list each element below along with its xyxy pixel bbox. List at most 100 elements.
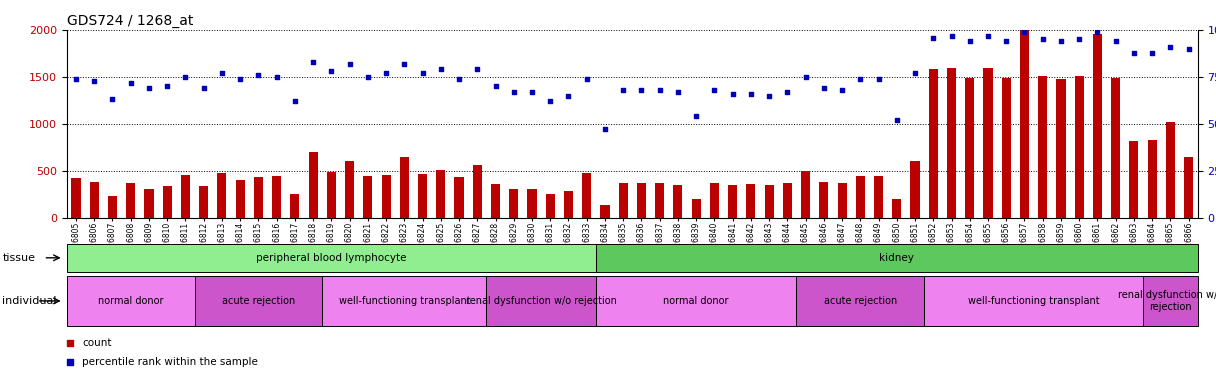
Bar bbox=[327, 172, 336, 217]
Point bbox=[576, 76, 596, 82]
Bar bbox=[911, 161, 919, 218]
Text: well-functioning transplant: well-functioning transplant bbox=[338, 296, 471, 306]
Bar bbox=[126, 183, 135, 218]
Bar bbox=[747, 184, 755, 218]
Point bbox=[523, 89, 542, 95]
Bar bbox=[564, 191, 573, 217]
Point bbox=[195, 85, 214, 91]
Point bbox=[851, 76, 871, 82]
Point bbox=[1143, 50, 1162, 55]
Bar bbox=[236, 180, 244, 218]
Bar bbox=[984, 68, 992, 218]
Point bbox=[632, 87, 652, 93]
Point bbox=[596, 126, 614, 132]
Bar bbox=[546, 194, 554, 217]
Bar bbox=[1130, 141, 1138, 218]
Bar bbox=[218, 173, 226, 217]
Point bbox=[649, 87, 669, 93]
Bar bbox=[728, 185, 737, 218]
Bar bbox=[1075, 76, 1083, 217]
Text: kidney: kidney bbox=[879, 253, 914, 263]
Bar bbox=[67, 244, 596, 272]
Bar bbox=[486, 276, 596, 326]
Bar bbox=[510, 189, 518, 217]
Point bbox=[1070, 36, 1090, 42]
Point bbox=[432, 66, 451, 72]
Bar bbox=[1184, 157, 1193, 218]
Bar bbox=[418, 174, 427, 217]
Bar bbox=[309, 152, 317, 217]
Point bbox=[1051, 38, 1070, 44]
Point bbox=[1087, 29, 1107, 35]
Text: acute rejection: acute rejection bbox=[823, 296, 897, 306]
Text: percentile rank within the sample: percentile rank within the sample bbox=[81, 357, 258, 367]
Point bbox=[742, 91, 761, 97]
Bar bbox=[1111, 78, 1120, 218]
Bar bbox=[619, 183, 627, 218]
Bar bbox=[400, 157, 409, 218]
Bar bbox=[655, 183, 664, 218]
Point bbox=[377, 70, 396, 76]
Bar bbox=[1057, 79, 1065, 218]
Text: renal dysfunction w/o
rejection: renal dysfunction w/o rejection bbox=[1118, 290, 1216, 312]
Text: well-functioning transplant: well-functioning transplant bbox=[968, 296, 1099, 306]
Point bbox=[139, 85, 158, 91]
Bar bbox=[195, 276, 322, 326]
Point bbox=[1124, 50, 1143, 55]
Point bbox=[212, 70, 231, 76]
Bar bbox=[322, 276, 486, 326]
Bar bbox=[345, 161, 354, 218]
Bar bbox=[364, 176, 372, 218]
Point bbox=[613, 87, 632, 93]
Point bbox=[961, 38, 980, 44]
Bar bbox=[820, 182, 828, 218]
Bar bbox=[874, 176, 883, 218]
Bar bbox=[801, 171, 810, 217]
Point bbox=[358, 74, 377, 80]
Point bbox=[467, 66, 486, 72]
Point bbox=[486, 83, 506, 89]
Text: renal dysfunction w/o rejection: renal dysfunction w/o rejection bbox=[466, 296, 617, 306]
Point bbox=[722, 91, 742, 97]
Point bbox=[978, 33, 997, 39]
Bar bbox=[796, 276, 924, 326]
Bar bbox=[1002, 78, 1010, 218]
Text: GDS724 / 1268_at: GDS724 / 1268_at bbox=[67, 13, 193, 28]
Bar bbox=[1148, 140, 1156, 218]
Bar bbox=[765, 185, 773, 218]
Text: tissue: tissue bbox=[2, 253, 35, 263]
Bar bbox=[491, 184, 500, 218]
Point bbox=[321, 68, 340, 74]
Point bbox=[450, 76, 469, 82]
Point bbox=[888, 117, 907, 123]
Point bbox=[815, 85, 834, 91]
Point bbox=[266, 74, 287, 80]
Bar bbox=[72, 178, 80, 218]
Point bbox=[158, 83, 178, 89]
Text: normal donor: normal donor bbox=[664, 296, 728, 306]
Point bbox=[237, 94, 257, 100]
Bar bbox=[254, 177, 263, 218]
Bar bbox=[163, 186, 171, 218]
Text: count: count bbox=[81, 338, 112, 348]
Point bbox=[759, 93, 779, 99]
Bar bbox=[473, 165, 482, 218]
Bar bbox=[1020, 30, 1029, 217]
Point bbox=[85, 78, 103, 84]
Point bbox=[905, 70, 925, 76]
Bar bbox=[674, 185, 682, 218]
Bar bbox=[67, 276, 195, 326]
Bar bbox=[291, 194, 299, 217]
Bar bbox=[181, 176, 190, 217]
Bar bbox=[272, 176, 281, 218]
Point bbox=[304, 59, 323, 65]
Point bbox=[1034, 36, 1053, 42]
Text: normal donor: normal donor bbox=[98, 296, 163, 306]
Bar bbox=[1093, 34, 1102, 218]
Point bbox=[175, 74, 195, 80]
Point bbox=[669, 89, 688, 95]
Point bbox=[285, 98, 304, 104]
Bar bbox=[1143, 276, 1198, 326]
Bar bbox=[838, 183, 846, 218]
Point bbox=[796, 74, 816, 80]
